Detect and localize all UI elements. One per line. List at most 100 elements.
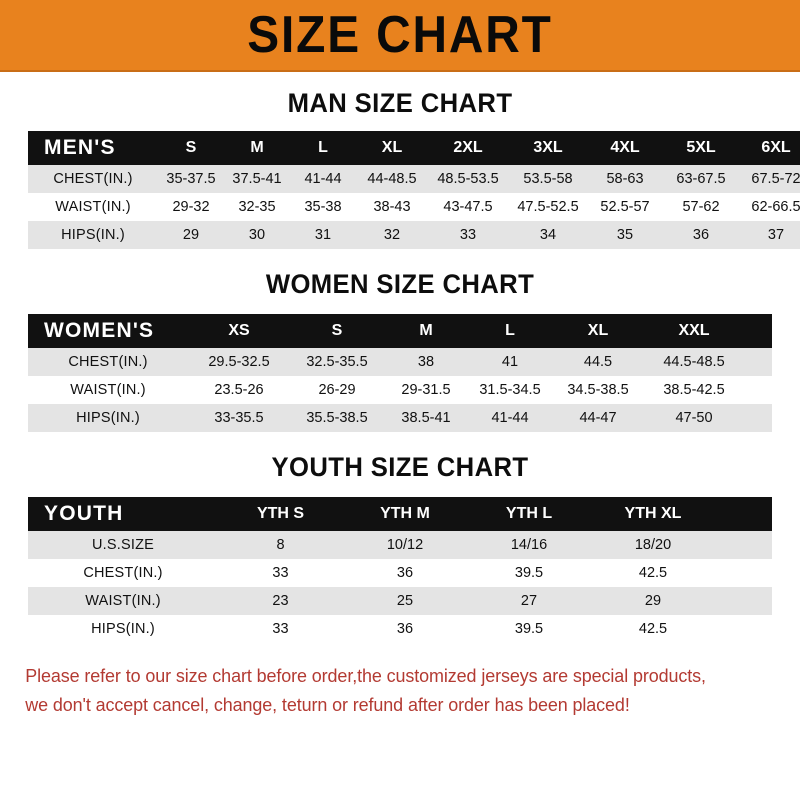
man-waist-l: 35-38: [304, 199, 342, 215]
man-size-m: M: [250, 139, 264, 156]
section-youth: YOUTH SIZE CHART YOUTH YTH S YTH M YTH L…: [0, 454, 800, 643]
women-waist-l: 31.5-34.5: [479, 382, 541, 398]
youth-hips-label: HIPS(IN.): [91, 621, 155, 637]
man-hips-3xl: 34: [539, 227, 557, 243]
table-row: HIPS(IN.) 33 36 39.5 42.5: [28, 615, 772, 643]
table-row: WAIST(IN.) 23.5-26 26-29 29-31.5 31.5-34…: [28, 376, 772, 404]
man-hips-5xl: 36: [692, 227, 710, 243]
section-man: MAN SIZE CHART MEN'S S M L XL 2XL 3XL 4X…: [0, 90, 800, 249]
man-size-3xl: 3XL: [533, 139, 563, 156]
man-size-6xl: 6XL: [761, 139, 791, 156]
man-chest-s: 35-37.5: [166, 171, 216, 187]
man-size-xl: XL: [381, 139, 403, 156]
youth-waist-xl: 29: [644, 593, 662, 609]
banner-title: SIZE CHART: [247, 6, 553, 64]
man-chest-6xl: 67.5-72: [751, 171, 800, 187]
women-waist-xl: 34.5-38.5: [567, 382, 629, 398]
youth-size-table: YOUTH YTH S YTH M YTH L YTH XL U.S.SIZE …: [28, 497, 772, 643]
youth-header-spacer: [715, 497, 772, 531]
man-waist-s: 29-32: [172, 199, 210, 215]
women-waist-s: 26-29: [318, 382, 356, 398]
man-waist-4xl: 52.5-57: [600, 199, 650, 215]
youth-hips-xl: 42.5: [638, 621, 668, 637]
youth-size-l: YTH L: [505, 505, 553, 522]
man-chest-3xl: 53.5-58: [523, 171, 573, 187]
table-row: U.S.SIZE 8 10/12 14/16 18/20: [28, 531, 772, 559]
women-waist-m: 29-31.5: [401, 382, 451, 398]
man-size-4xl: 4XL: [610, 139, 640, 156]
youth-chest-label: CHEST(IN.): [83, 565, 163, 581]
women-header-label: WOMEN'S: [44, 319, 155, 342]
women-chest-s: 32.5-35.5: [306, 354, 368, 370]
youth-size-m: YTH M: [380, 505, 430, 522]
man-waist-xl: 38-43: [373, 199, 411, 215]
women-chest-xxl: 44.5-48.5: [663, 354, 725, 370]
youth-header-row: YOUTH YTH S YTH M YTH L YTH XL: [28, 497, 772, 531]
women-waist-spacer: [744, 376, 772, 404]
table-row: HIPS(IN.) 33-35.5 35.5-38.5 38.5-41 41-4…: [28, 404, 772, 432]
man-header-label: MEN'S: [44, 136, 116, 159]
women-size-xxl: XXL: [678, 322, 710, 339]
man-waist-label: WAIST(IN.): [55, 199, 131, 215]
section-title-women: WOMEN SIZE CHART: [265, 269, 535, 299]
women-chest-spacer: [744, 348, 772, 376]
youth-ussize-s: 8: [276, 537, 285, 553]
women-waist-xxl: 38.5-42.5: [663, 382, 725, 398]
section-title-man: MAN SIZE CHART: [287, 88, 513, 118]
women-size-table: WOMEN'S XS S M L XL XXL CHEST(IN.) 29.5-…: [28, 314, 772, 432]
man-chest-m: 37.5-41: [232, 171, 282, 187]
man-hips-2xl: 33: [459, 227, 477, 243]
youth-ussize-label: U.S.SIZE: [91, 537, 155, 553]
youth-size-s: YTH S: [256, 505, 305, 522]
youth-ussize-xl: 18/20: [634, 537, 672, 553]
women-size-s: S: [331, 322, 343, 339]
women-header-spacer: [744, 314, 772, 348]
women-waist-xs: 23.5-26: [214, 382, 264, 398]
order-policy-note: Please refer to our size chart before or…: [0, 661, 776, 719]
man-chest-4xl: 58-63: [606, 171, 644, 187]
youth-ussize-spacer: [715, 531, 772, 559]
table-row: CHEST(IN.) 29.5-32.5 32.5-35.5 38 41 44.…: [28, 348, 772, 376]
man-hips-4xl: 35: [616, 227, 634, 243]
youth-waist-s: 23: [272, 593, 289, 609]
man-waist-6xl: 62-66.5: [751, 199, 800, 215]
youth-size-xl: YTH XL: [624, 505, 682, 522]
man-hips-m: 30: [248, 227, 266, 243]
women-chest-xs: 29.5-32.5: [208, 354, 270, 370]
youth-hips-m: 36: [396, 621, 414, 637]
man-size-2xl: 2XL: [453, 139, 483, 156]
youth-waist-spacer: [715, 587, 772, 615]
man-chest-5xl: 63-67.5: [676, 171, 726, 187]
women-hips-xxl: 47-50: [675, 410, 713, 426]
women-size-xl: XL: [587, 322, 609, 339]
man-size-5xl: 5XL: [686, 139, 716, 156]
women-hips-spacer: [744, 404, 772, 432]
youth-chest-l: 39.5: [514, 565, 544, 581]
man-waist-2xl: 43-47.5: [443, 199, 493, 215]
youth-chest-xl: 42.5: [638, 565, 668, 581]
women-hips-s: 35.5-38.5: [306, 410, 368, 426]
youth-chest-m: 36: [396, 565, 414, 581]
youth-hips-s: 33: [272, 621, 289, 637]
man-chest-xl: 44-48.5: [367, 171, 417, 187]
table-row: WAIST(IN.) 29-32 32-35 35-38 38-43 43-47…: [28, 193, 800, 221]
women-chest-label: CHEST(IN.): [68, 354, 148, 370]
youth-ussize-m: 10/12: [386, 537, 424, 553]
man-hips-label: HIPS(IN.): [61, 227, 125, 243]
man-size-table: MEN'S S M L XL 2XL 3XL 4XL 5XL 6XL CHEST…: [28, 131, 800, 249]
women-size-m: M: [419, 322, 433, 339]
women-waist-label: WAIST(IN.): [70, 382, 146, 398]
man-hips-6xl: 37: [767, 227, 785, 243]
women-hips-l: 41-44: [491, 410, 529, 426]
section-title-youth: YOUTH SIZE CHART: [271, 452, 529, 482]
man-chest-2xl: 48.5-53.5: [437, 171, 499, 187]
youth-header-label: YOUTH: [44, 502, 124, 525]
table-row: CHEST(IN.) 35-37.5 37.5-41 41-44 44-48.5…: [28, 165, 800, 193]
man-size-s: S: [185, 139, 197, 156]
youth-hips-spacer: [715, 615, 772, 643]
youth-waist-label: WAIST(IN.): [85, 593, 161, 609]
women-hips-xs: 33-35.5: [214, 410, 264, 426]
women-hips-m: 38.5-41: [401, 410, 451, 426]
youth-waist-m: 25: [396, 593, 414, 609]
